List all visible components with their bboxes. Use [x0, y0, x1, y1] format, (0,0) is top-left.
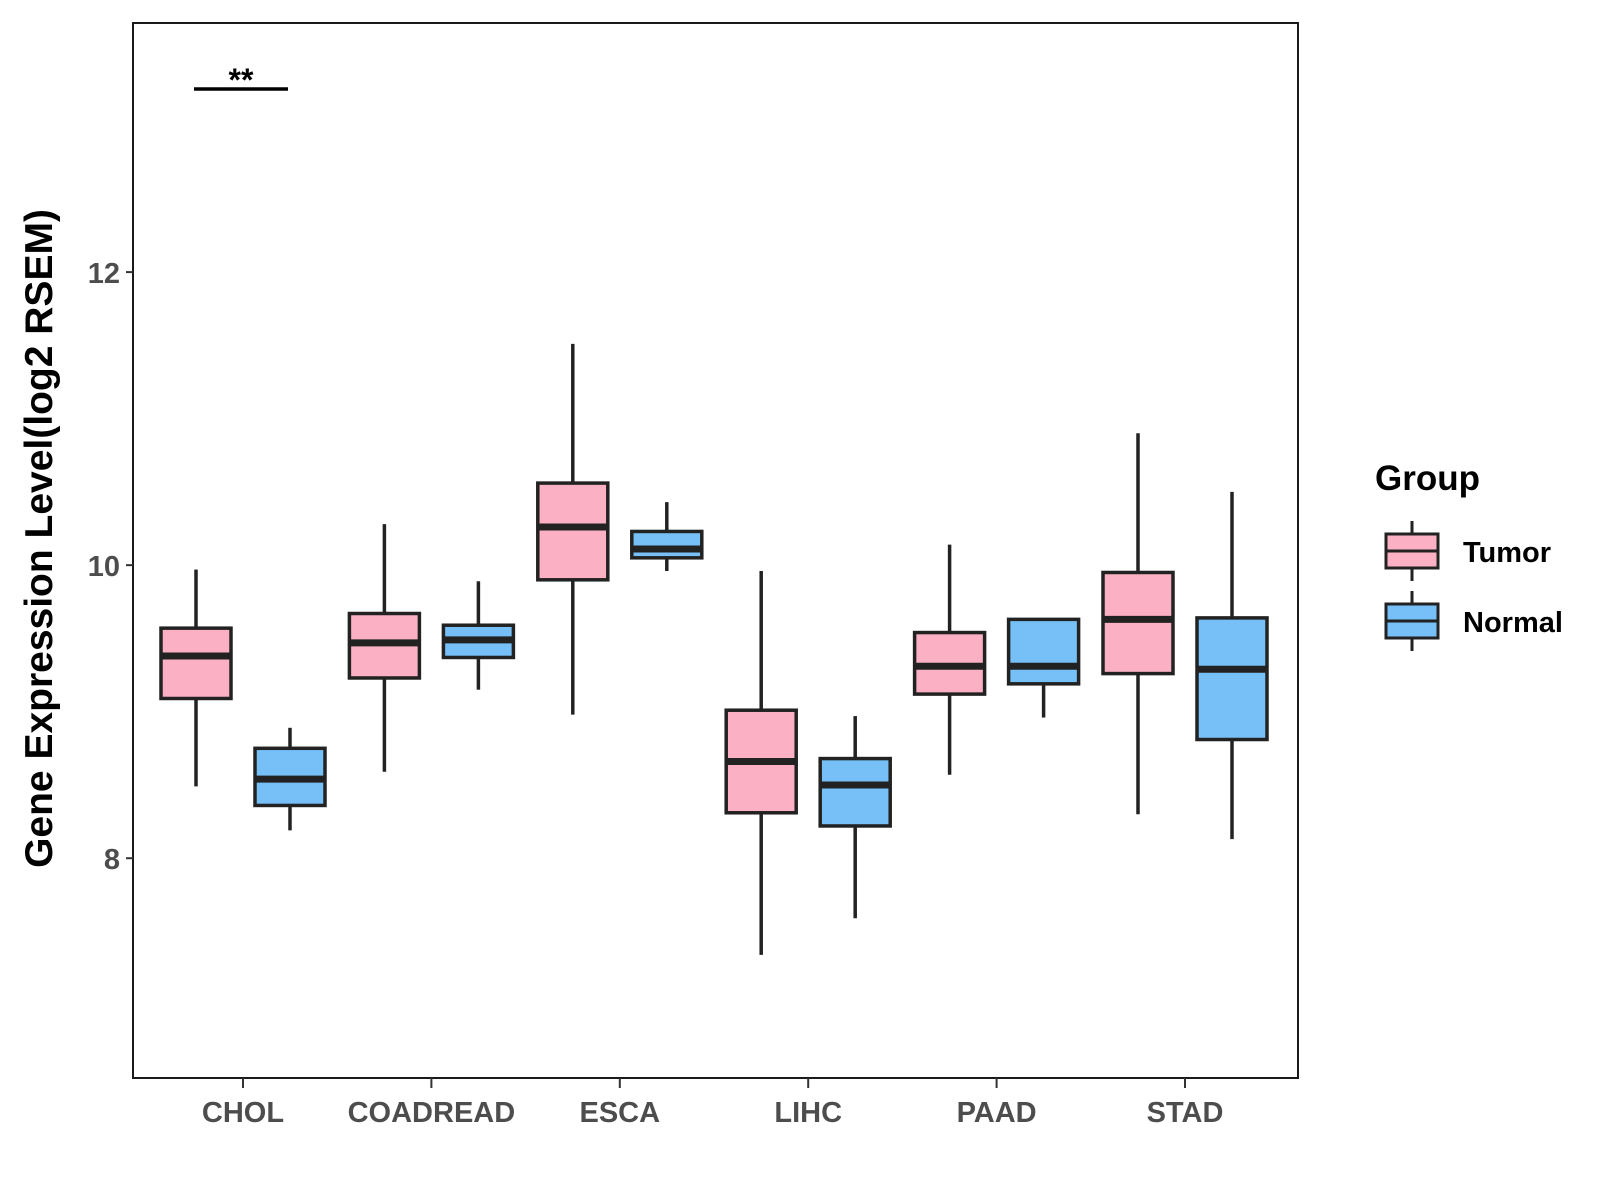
box-tumor-esca [536, 481, 610, 582]
box-normal-esca [630, 529, 704, 560]
x-tick-label-stad: STAD [1147, 1097, 1224, 1129]
box-tumor-stad [1101, 570, 1175, 676]
plot-panel [132, 22, 1299, 1079]
legend-label-normal: Normal [1463, 607, 1563, 639]
x-tick-label-esca: ESCA [580, 1097, 661, 1129]
legend-title: Group [1375, 459, 1480, 498]
box-normal-stad [1195, 616, 1269, 742]
x-tick-label-paad: PAAD [957, 1097, 1037, 1129]
significance-label: ** [229, 62, 254, 98]
box-normal-lihc [818, 756, 892, 828]
box-tumor-chol [159, 626, 233, 701]
box-normal-paad [1006, 617, 1081, 686]
x-tick-label-coadread: COADREAD [348, 1097, 516, 1129]
y-tick-label: 8 [104, 844, 120, 876]
x-tick-label-chol: CHOL [202, 1097, 284, 1129]
y-tick-label: 10 [88, 551, 120, 583]
x-tick-label-lihc: LIHC [774, 1097, 842, 1129]
legend-label-tumor: Tumor [1463, 537, 1551, 569]
y-axis-title: Gene Expression Level(log2 RSEM) [18, 209, 61, 868]
y-tick-label: 12 [88, 258, 120, 290]
